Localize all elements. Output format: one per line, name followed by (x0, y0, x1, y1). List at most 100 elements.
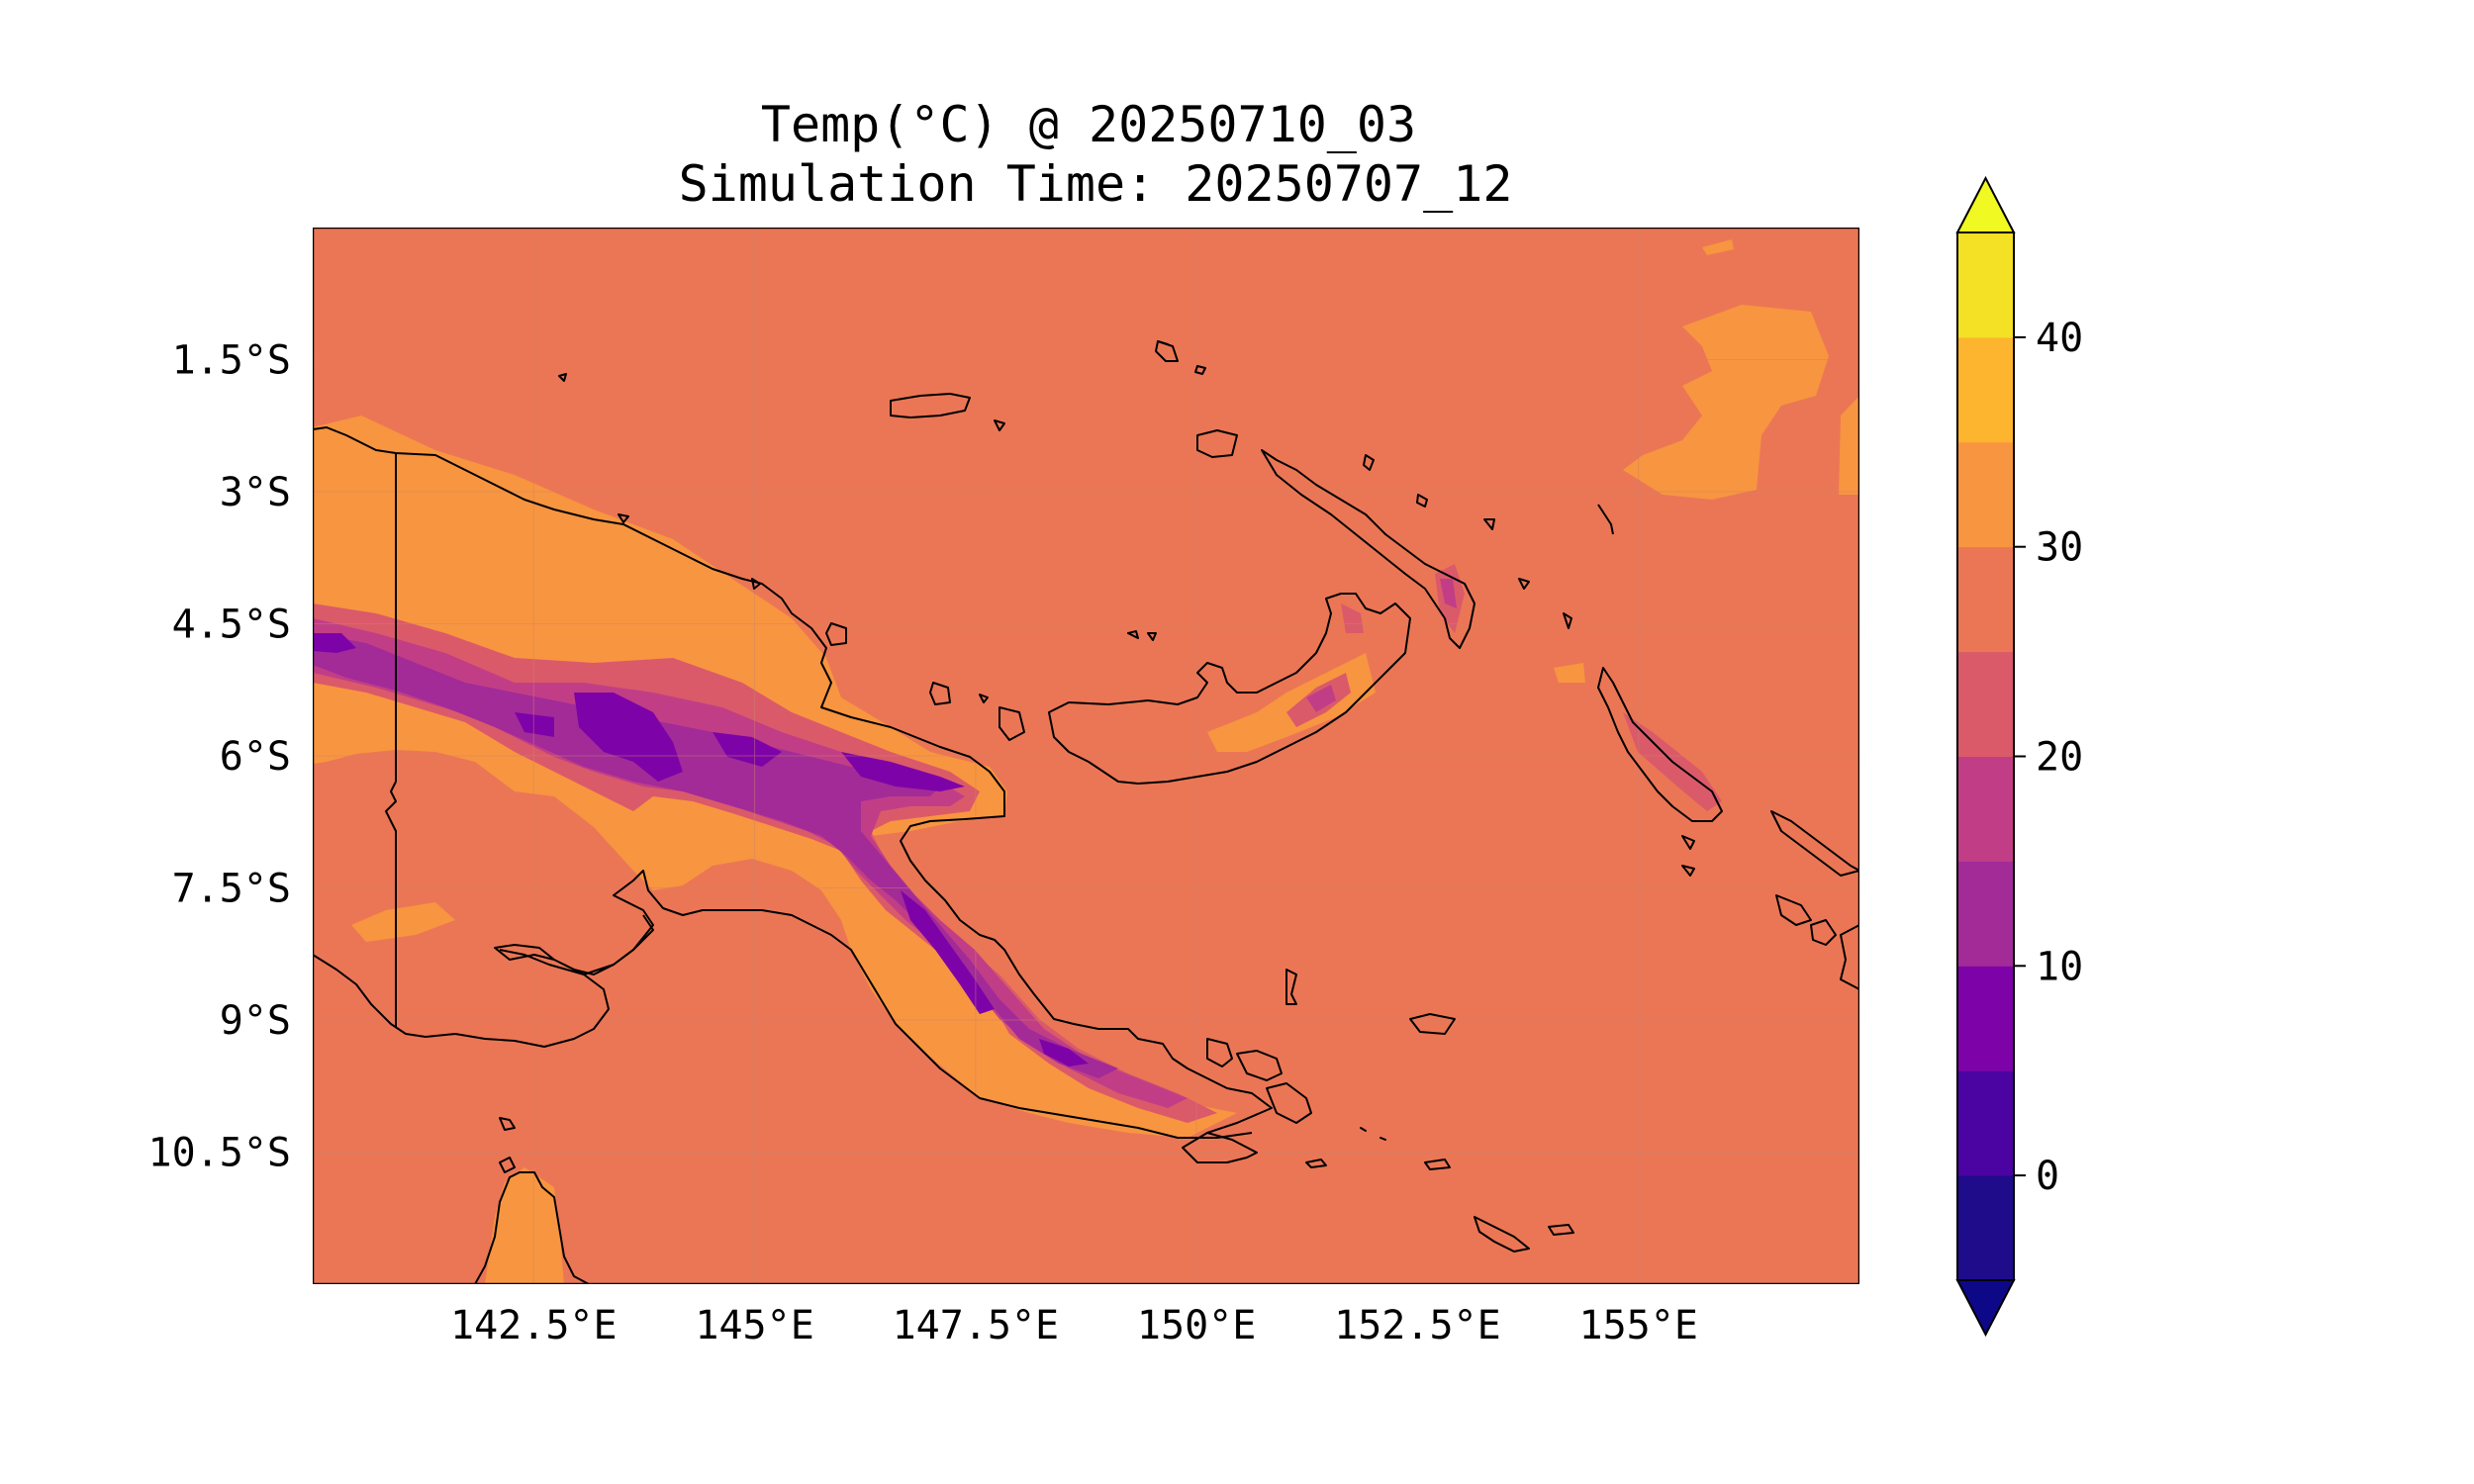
contour-region-new-britain-south (1207, 653, 1376, 752)
coastline-new-britain (1048, 593, 1411, 785)
y-tick-label-6: 10.5°S (148, 1131, 292, 1176)
coastline-islet-h (994, 419, 1005, 431)
contour-region-southwest-patch (351, 902, 455, 942)
y-tick-label-5: 9°S (220, 998, 291, 1044)
colorbar: 0 10 20 30 40 (1955, 175, 2083, 1338)
contour-5-10 (313, 633, 1089, 1067)
coastline-islet-g (1597, 504, 1614, 535)
coastline-goodenough (1236, 1050, 1283, 1081)
contour-region-new-britain-magenta (1306, 685, 1336, 712)
colorbar-segment-1 (1957, 1070, 2014, 1176)
colorbar-segment-0 (1957, 1175, 2014, 1281)
x-tick-label-0: 142.5°E (450, 1303, 618, 1348)
coastline-islet-t (1305, 1159, 1327, 1168)
contour-region-cape-york (485, 1167, 564, 1284)
contour-region-west-purple (313, 633, 356, 653)
coastline-islet-j (618, 513, 629, 523)
coastline-woodlark (1409, 1013, 1456, 1035)
contour-region-highlands-deep-2 (713, 732, 782, 767)
title-line-2: Simulation Time: 20250707_12 (679, 155, 1513, 213)
coastline-louisiade-east (1548, 1224, 1574, 1236)
map-panel (313, 228, 1859, 1284)
contour-region-highlands-deep-1 (574, 693, 683, 782)
x-tick-label-5: 155°E (1579, 1303, 1698, 1348)
contour-region-new-britain-east-pink (1341, 603, 1364, 633)
coastline-south-coast-west (313, 954, 610, 1048)
coastline-new-hanover (1196, 429, 1238, 458)
coastline-islet-n (1127, 630, 1139, 639)
colorbar-segment-4 (1957, 756, 2014, 862)
colorbar-segment-5 (1957, 651, 2014, 757)
coastline-islet-e (1518, 578, 1530, 590)
x-tick-label-2: 147.5°E (893, 1303, 1060, 1348)
coastline-islet-q (499, 1117, 516, 1131)
coastline-border-line (385, 453, 397, 1027)
coastline-cape-york (474, 1171, 590, 1284)
colorbar-tick-label-0: 0 (2036, 1154, 2059, 1199)
colorbar-tick-label-1: 10 (2036, 944, 2083, 989)
coastline-islet-k (751, 578, 761, 590)
coastline-islet-f (1563, 612, 1572, 629)
coastline-fergusson (1206, 1038, 1233, 1067)
colorbar-tick-label-3: 30 (2036, 525, 2083, 571)
contour-region-ocean-patch-ne (1623, 305, 1829, 500)
coastline-new-guinea-north (313, 426, 1273, 1163)
coastline-islet-c (1416, 494, 1428, 508)
coastline-karkar (825, 622, 847, 646)
coastline-manus (890, 393, 971, 418)
coastline-solomons-3 (1810, 919, 1837, 946)
contour-region-highlands-deep-4 (901, 890, 995, 1014)
coastline-islet-r (1360, 1127, 1367, 1132)
y-tick-label-3: 6°S (220, 734, 291, 780)
coastline-normanby (1266, 1082, 1312, 1124)
colorbar-segment-3 (1957, 861, 2014, 967)
contour-region-highlands-purple (313, 633, 1118, 1078)
y-tick-label-2: 4.5°S (172, 603, 291, 648)
coastline-solomons-2 (1775, 894, 1812, 926)
coastline-trobriand-north (1157, 340, 1169, 345)
coastline-louisiade (1474, 1216, 1530, 1252)
coastline-islet-l (1681, 865, 1695, 877)
contour-region-bougainville-west (1554, 663, 1585, 683)
coastline-solomons-4 (1840, 924, 1859, 990)
coastline-islet-a (1194, 365, 1206, 375)
title-line-1: Temp(°C) @ 20250710_03 (761, 96, 1416, 153)
coastline-rossel (1424, 1159, 1451, 1170)
coastline-new-ireland (1261, 449, 1475, 649)
coastline-islet-m (1681, 835, 1695, 850)
colorbar-tick-label-2: 20 (2036, 735, 2083, 781)
y-tick-label-0: 1.5°S (172, 338, 291, 384)
colorbar-tick-label-4: 40 (2036, 316, 2083, 361)
x-tick-label-4: 152.5°E (1334, 1303, 1501, 1348)
coastline-islet-o (1147, 632, 1157, 641)
contour-region-new-ireland-magenta (1440, 579, 1457, 608)
colorbar-segment-6 (1957, 546, 2014, 653)
colorbar-extend-min (1955, 1279, 2016, 1338)
colorbar-segment-7 (1957, 441, 2014, 548)
coastline-islet-b (1363, 454, 1375, 471)
x-tick-label-3: 150°E (1137, 1303, 1256, 1348)
coastlines (313, 340, 1859, 1284)
colorbar-segment-9 (1957, 232, 2014, 338)
x-tick-label-1: 145°E (695, 1303, 813, 1348)
contour-region-highlands-deep-5 (1039, 1039, 1089, 1067)
coastline-islet-s (1380, 1137, 1386, 1141)
contour-region-ocean-edge-ne (1839, 396, 1859, 495)
x-axis-ticks: 142.5°E 145°E 147.5°E 150°E 152.5°E 155°E (450, 1303, 1698, 1348)
coastline-islet-p (979, 694, 989, 703)
coastline-umboi (999, 706, 1025, 741)
colorbar-extend-max (1955, 175, 2016, 233)
contour-region-highlands-deep-6 (515, 712, 554, 737)
colorbar-segment-2 (1957, 966, 2014, 1071)
y-axis-ticks: 1.5°S 3°S 4.5°S 6°S 7.5°S 9°S 10.5°S (148, 338, 292, 1176)
y-tick-label-1: 3°S (220, 470, 291, 515)
contour-region-highlands-deep-3 (841, 752, 965, 791)
map-gridlines (313, 228, 1859, 1284)
contour-10-15 (313, 633, 1118, 1078)
coastline-solomons-1 (1770, 810, 1859, 877)
coastline-fly-river-estuary (499, 914, 654, 975)
coastline-long-island (929, 682, 951, 705)
coastline-torres-islet (499, 1157, 516, 1173)
coastline-mussau (1155, 340, 1179, 362)
